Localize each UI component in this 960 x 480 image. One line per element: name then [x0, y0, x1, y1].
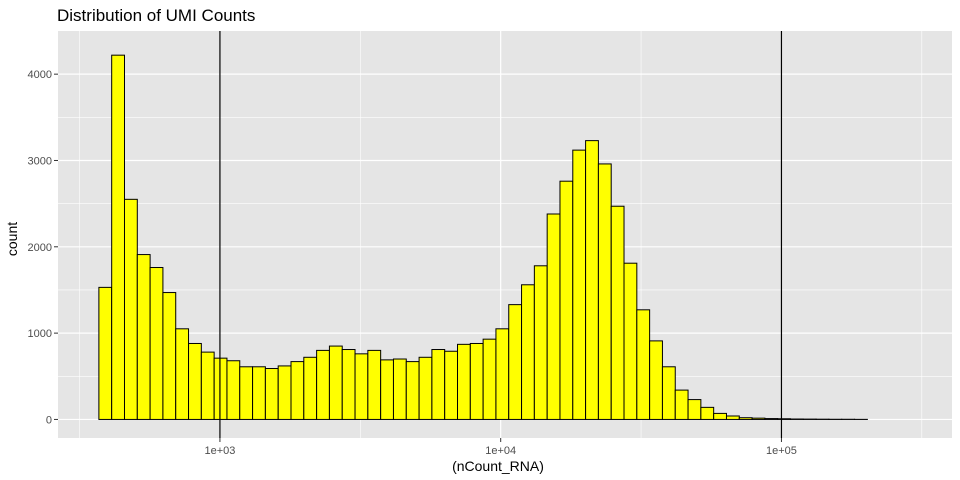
histogram-bar: [367, 349, 382, 420]
histogram-bar: [290, 361, 305, 420]
histogram-bar: [661, 366, 676, 420]
x-tick-label: 1e+03: [204, 445, 235, 457]
histogram-bar: [751, 417, 766, 420]
histogram-bar: [559, 180, 574, 420]
histogram-bar: [636, 309, 651, 420]
histogram-bar: [405, 361, 420, 420]
histogram-bar: [700, 406, 715, 420]
chart-title: Distribution of UMI Counts: [57, 6, 255, 25]
x-axis-title: (nCount_RNA): [452, 458, 544, 474]
histogram-bar: [597, 163, 612, 420]
histogram-bar: [303, 356, 318, 420]
histogram-bar: [111, 54, 125, 420]
histogram-bar: [98, 286, 113, 420]
y-tick-label: 3000: [28, 155, 52, 167]
histogram-bar: [508, 304, 523, 420]
histogram-bar: [764, 418, 779, 420]
histogram-bar: [226, 360, 241, 420]
histogram-bar: [239, 366, 254, 420]
x-tick-label: 1e+04: [485, 445, 516, 457]
histogram-bar: [264, 368, 279, 420]
histogram-bar: [738, 417, 753, 420]
histogram-bar: [495, 328, 510, 420]
histogram-bar: [213, 357, 228, 420]
histogram-bar: [533, 265, 548, 420]
y-tick-label: 1000: [28, 328, 52, 340]
histogram-bar: [328, 345, 343, 420]
reference-lines: [219, 31, 783, 438]
histogram-bar: [123, 198, 138, 420]
histogram-bar: [316, 349, 330, 420]
histogram-bar: [777, 418, 792, 420]
histogram-bar: [175, 328, 190, 420]
histogram-bar: [521, 284, 535, 420]
histogram-bar: [482, 338, 497, 420]
histogram-bar: [162, 292, 177, 420]
histogram-bar: [713, 412, 727, 420]
histogram-bar: [674, 389, 689, 420]
histogram-bar: [341, 349, 356, 420]
histogram-bar: [610, 205, 625, 420]
histogram-bar: [572, 149, 587, 420]
histogram-bar: [136, 254, 151, 420]
minor-gridlines: [58, 31, 952, 438]
histogram-bar: [469, 342, 484, 420]
histogram-bar: [354, 353, 369, 420]
histogram-bar: [649, 340, 663, 420]
histogram-bar: [444, 350, 459, 420]
histogram-bar: [149, 267, 164, 420]
histogram-bar: [585, 140, 599, 420]
histogram-bar: [725, 415, 740, 420]
y-axis-title: count: [4, 222, 20, 256]
histogram-bar: [277, 365, 292, 420]
histogram-bar: [457, 343, 471, 420]
axes: 1e+03 1e+04 1e+05 0 1000 2000 3000 4000: [28, 69, 797, 457]
histogram-bar: [431, 349, 446, 420]
histogram-bar: [380, 359, 394, 420]
histogram-bar: [200, 351, 215, 420]
y-tick-label: 4000: [28, 69, 52, 81]
histogram-bar: [687, 399, 702, 420]
histogram-bar: [623, 262, 638, 420]
y-tick-label: 2000: [28, 242, 52, 254]
y-tick-label: 0: [46, 414, 52, 426]
histogram-bars: [98, 54, 868, 420]
histogram-bar: [418, 356, 433, 420]
histogram-bar: [546, 213, 561, 420]
histogram-bar: [392, 358, 407, 420]
histogram-bar: [252, 366, 266, 420]
x-tick-label: 1e+05: [766, 445, 797, 457]
histogram-bar: [188, 342, 202, 420]
